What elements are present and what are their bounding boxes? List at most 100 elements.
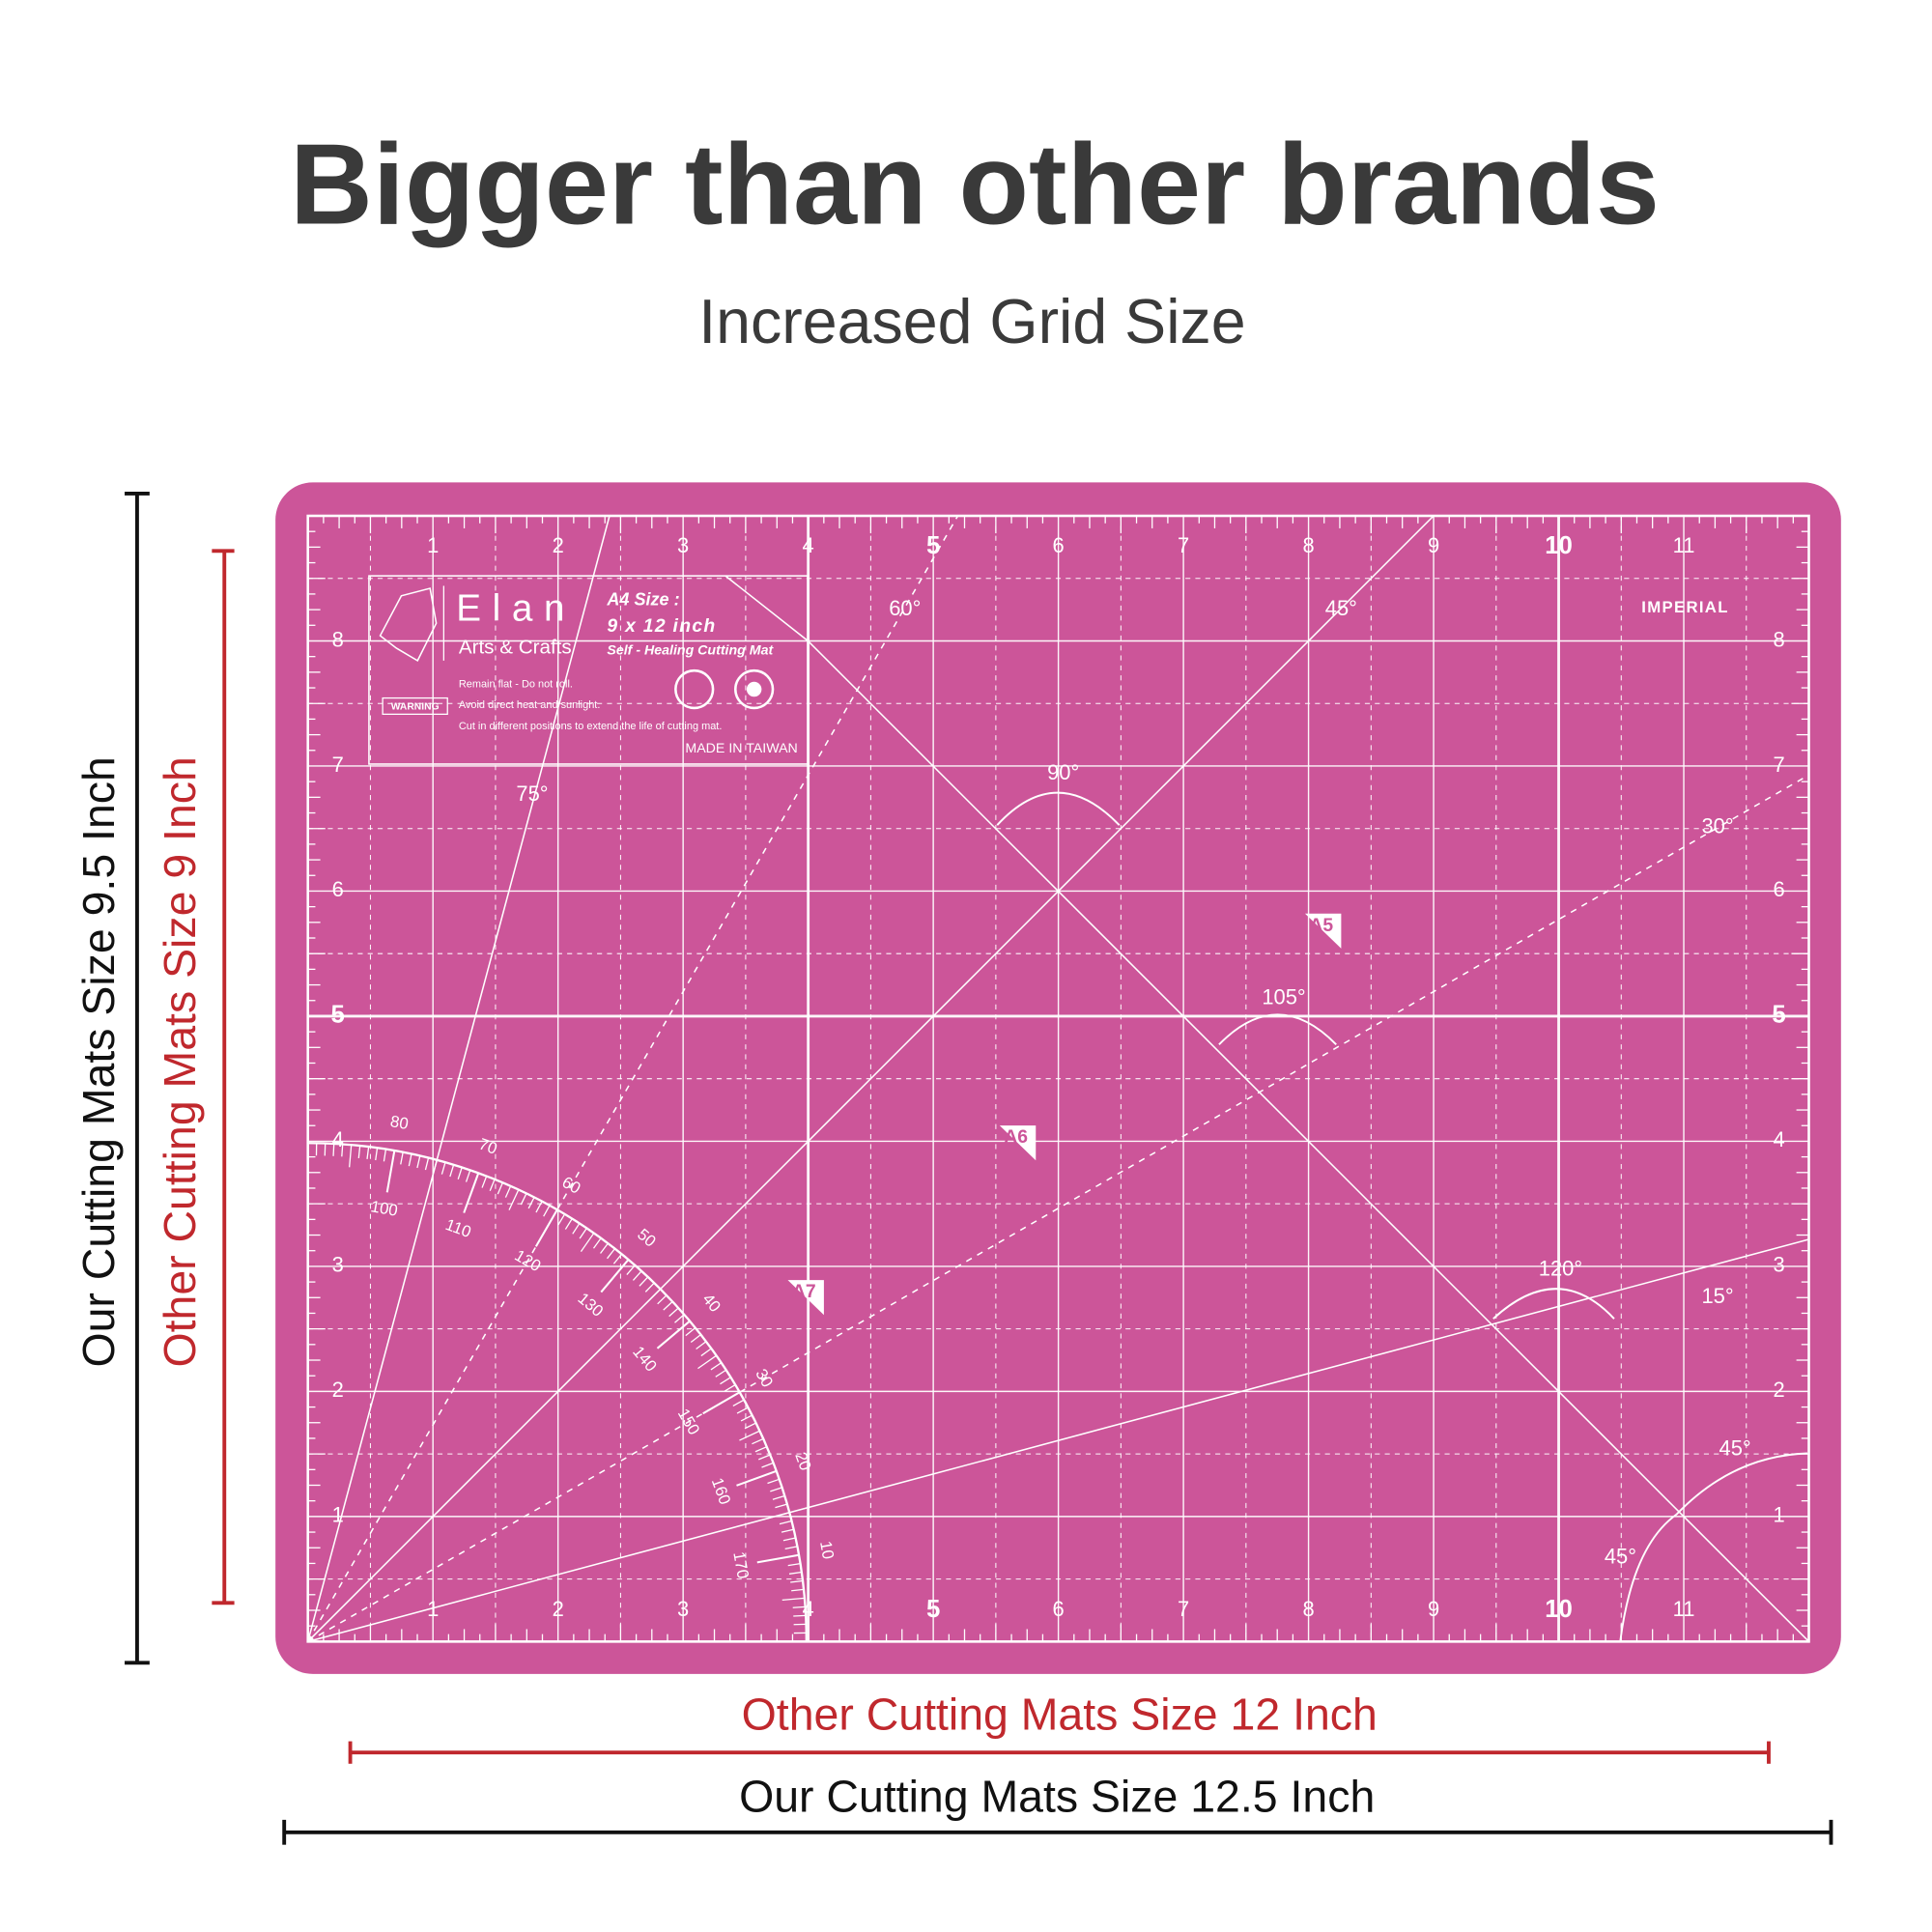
y-ruler-label: 4 [332,1127,344,1151]
x-ruler-label: 9 [1428,1597,1439,1621]
paper-size-marker [1304,913,1342,949]
y-ruler-label: 3 [332,1253,344,1277]
protractor-tick [592,1237,602,1249]
y-ruler-label: 4 [1773,1127,1784,1151]
warning-frame [382,696,448,715]
y-ruler-label: 6 [1773,877,1784,901]
size: 9 x 12 inch [607,615,716,637]
angle-label: 90° [1047,760,1079,784]
protractor-tick [400,1151,404,1165]
protractor-tick [644,1282,655,1293]
angle-label: 45° [1605,1545,1636,1569]
brand: Elan [456,587,576,629]
y-ruler-label: 7 [1773,753,1784,777]
protractor-tick [579,1228,587,1239]
protractor-tick [782,1537,796,1542]
y-ruler-label: 2 [332,1378,344,1402]
brand-logo [379,587,438,662]
protractor-label: 170 [729,1550,753,1580]
angle-label: 120° [1539,1257,1582,1281]
x-ruler-label: 3 [677,1597,689,1621]
protractor-tick [775,1503,788,1509]
paper-size-label: A7 [792,1281,816,1302]
protractor-tick [341,1144,344,1157]
angle-label: 75° [516,781,548,806]
angle-line [306,515,611,1642]
x-ruler-label: 10 [1545,1596,1573,1623]
protractor-tick [772,1494,785,1500]
no-heat-icon [674,668,715,710]
protractor-tick [761,1462,774,1468]
measurement-system: IMPERIAL [1641,598,1728,616]
protractor-tick [626,1264,636,1275]
protractor-label: 10 [816,1540,838,1561]
protractor-tick [696,1341,707,1350]
protractor-tick [668,1307,679,1318]
protractor-tick [787,1562,801,1567]
our-width-line [282,1819,1833,1845]
angle-line [307,1238,1809,1643]
x-ruler-label: 9 [1428,533,1439,557]
protractor-tick [572,1223,581,1235]
brand-frame [368,575,809,765]
protractor-tick [463,1172,480,1213]
protractor-tick [600,1259,630,1293]
protractor-tick [752,1437,764,1445]
angle-line [807,639,1810,1642]
subtitle: Increased Grid Size [698,287,1245,356]
protractor-tick [685,1327,696,1337]
y-ruler-label: 2 [1773,1378,1784,1402]
protractor-tick [508,1189,520,1210]
other-height-line [212,549,235,1605]
paper-size-label: A5 [1309,915,1333,936]
angle-label: 105° [1262,984,1305,1009]
protractor-tick [481,1176,488,1188]
other-width-label: Other Cutting Mats Size 12 Inch [742,1689,1378,1739]
y-ruler-label: 3 [1773,1253,1784,1277]
angle-line [307,515,959,1642]
angle-arc [1492,1288,1615,1320]
protractor-tick [332,1143,335,1156]
angle-arc [1218,1013,1337,1045]
protractor-tick [557,1213,566,1226]
angle-label: 45° [1719,1435,1751,1460]
protractor-tick [784,1546,798,1549]
note: Avoid direct heat and sunlight. [459,699,601,711]
x-ruler-label: 2 [553,1597,564,1621]
protractor-tick [758,1454,771,1461]
protractor-tick [736,1406,749,1414]
protractor-tick [702,1391,741,1415]
angle-arc [996,791,1121,826]
protractor-tick [732,1399,745,1406]
protractor-tick [643,1288,662,1306]
protractor-tick [767,1512,790,1520]
product: Self - Healing Cutting Mat [607,642,774,658]
protractor-tick [793,1614,807,1617]
protractor-tick [504,1185,512,1198]
protractor-tick [720,1377,731,1385]
protractor-tick [440,1162,446,1175]
protractor-tick [788,1571,802,1575]
protractor-tick [408,1153,412,1167]
x-ruler-label: 4 [803,533,814,557]
protractor-tick [543,1205,551,1217]
protractor-tick [781,1597,805,1602]
y-ruler-label: 1 [1773,1503,1784,1527]
protractor-tick [375,1148,379,1161]
protractor-tick [754,1446,768,1453]
protractor-tick [657,1294,668,1305]
protractor-tick [457,1167,463,1179]
protractor-tick [739,1430,760,1441]
protractor-tick [767,1478,780,1485]
protractor-tick [366,1146,370,1159]
y-ruler-label: 6 [332,877,344,901]
protractor-tick [740,1414,753,1422]
x-ruler-label: 2 [553,533,564,557]
protractor-tick [632,1270,642,1281]
protractor-tick [385,1150,396,1193]
our-width-label: Our Cutting Mats Size 12.5 Inch [739,1771,1375,1821]
protractor-tick [465,1170,471,1182]
x-ruler-label: 11 [1673,1597,1695,1621]
x-ruler-label: 3 [677,533,689,557]
